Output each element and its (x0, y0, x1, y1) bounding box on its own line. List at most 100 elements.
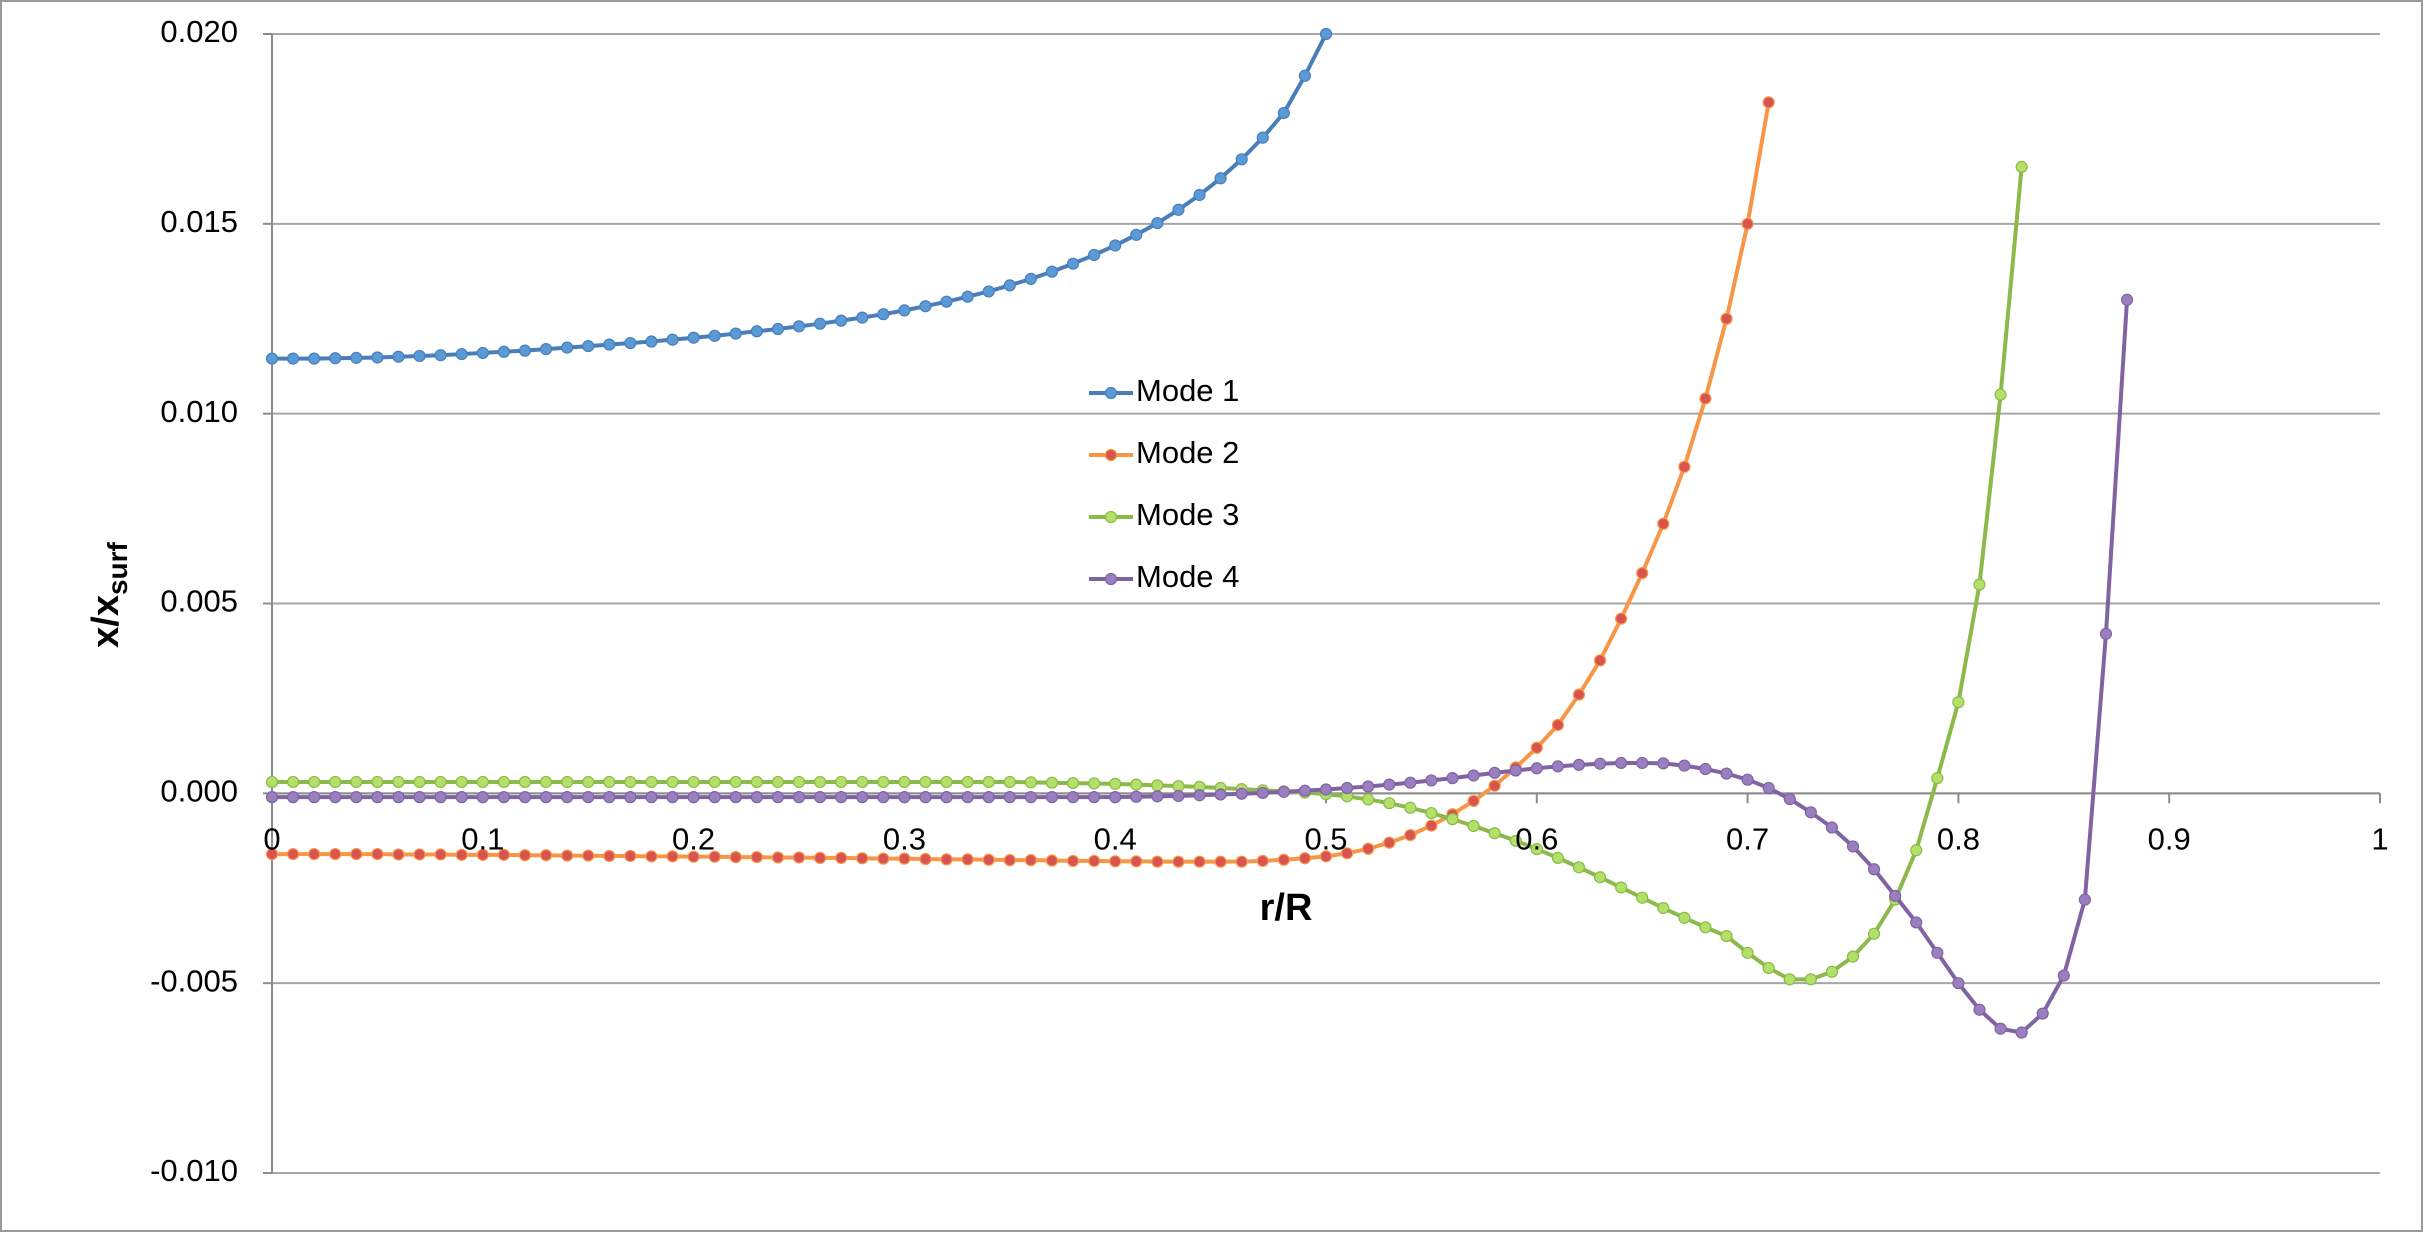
data-point (497, 848, 510, 861)
data-point (1151, 779, 1164, 792)
data-point (1066, 257, 1080, 270)
data-point (1593, 871, 1607, 884)
data-point (645, 775, 658, 789)
data-point (1172, 855, 1185, 868)
data-point (666, 791, 679, 804)
data-point (940, 295, 953, 308)
data-point (708, 329, 721, 342)
data-point (392, 350, 405, 363)
data-point (645, 791, 658, 804)
data-point (729, 775, 742, 789)
legend-label: Mode 4 (1136, 559, 1239, 594)
data-point (1298, 69, 1312, 82)
data-point (1509, 834, 1522, 847)
data-point (1467, 769, 1480, 782)
plot-area (265, 27, 2134, 1039)
data-point (413, 848, 426, 861)
data-point (1045, 791, 1059, 804)
data-point (961, 853, 974, 866)
data-point (1720, 312, 1733, 325)
data-point (1867, 927, 1881, 940)
data-point (434, 775, 447, 789)
data-point (835, 314, 848, 327)
data-point (350, 775, 363, 789)
data-point (561, 341, 574, 354)
data-point (1994, 388, 2007, 401)
data-point (1530, 741, 1543, 754)
data-point (497, 345, 510, 358)
data-point (392, 775, 405, 789)
data-point (1024, 272, 1037, 285)
data-point (624, 336, 637, 350)
data-point (2099, 627, 2113, 640)
data-point (286, 791, 300, 804)
data-point (687, 850, 700, 863)
data-point (1973, 1003, 1986, 1016)
data-point (729, 327, 742, 340)
data-point (940, 775, 953, 789)
data-point (771, 791, 785, 804)
data-point (982, 285, 995, 298)
y-axis-label: x/xsurf (85, 541, 133, 647)
data-point (1931, 946, 1944, 959)
data-point (1678, 460, 1691, 473)
data-point (1488, 779, 1501, 792)
y-axis-label-main: x/x (85, 595, 127, 648)
data-point (1319, 27, 1333, 41)
x-tick-label: 0.9 (2148, 822, 2191, 857)
x-tick-label: 0.7 (1726, 822, 1769, 857)
data-point (1130, 855, 1143, 868)
data-point (1088, 248, 1101, 262)
data-point (603, 791, 616, 804)
legend-marker (1104, 386, 1118, 400)
data-point (1678, 759, 1691, 772)
y-tick-label: 0.005 (160, 584, 238, 619)
data-point (1593, 757, 1607, 770)
data-point (329, 847, 342, 861)
x-tick-label: 0.2 (672, 822, 715, 857)
data-point (1762, 781, 1775, 795)
data-point (1509, 764, 1522, 777)
data-point (1636, 567, 1649, 580)
data-point (329, 352, 342, 365)
data-point (919, 775, 932, 789)
data-point (1762, 96, 1775, 109)
data-point (813, 851, 827, 864)
data-point (1952, 977, 1965, 990)
y-tick-label: 0.020 (160, 14, 238, 49)
data-point (940, 853, 953, 866)
data-point (1109, 791, 1122, 804)
data-point (1214, 172, 1227, 185)
data-point (1846, 840, 1860, 853)
data-point (1720, 767, 1733, 780)
data-point (539, 791, 553, 804)
data-point (919, 791, 932, 804)
data-point (940, 791, 953, 804)
data-point (1066, 776, 1080, 790)
data-point (898, 775, 911, 789)
data-point (350, 847, 363, 861)
data-point (1003, 791, 1016, 804)
data-point (308, 791, 321, 804)
data-point (982, 775, 995, 789)
tick-labels: 0.020 0.015 0.010 0.005 0.000 -0.005 -0.010 0 0.… (150, 14, 2389, 1188)
legend-marker (1104, 448, 1118, 462)
x-tick-label: 0.3 (883, 822, 926, 857)
data-point (1256, 854, 1269, 868)
data-point (1636, 891, 1649, 904)
data-point (1488, 766, 1501, 779)
data-point (1825, 821, 1839, 834)
data-point (1362, 793, 1375, 806)
data-point (1362, 842, 1375, 855)
data-point (1214, 788, 1227, 801)
data-point (877, 852, 890, 865)
data-point (350, 791, 363, 804)
data-point (729, 851, 742, 864)
data-point (835, 851, 848, 864)
data-point (518, 849, 532, 862)
data-point (1319, 850, 1333, 863)
data-point (982, 791, 995, 804)
data-point (518, 344, 532, 357)
